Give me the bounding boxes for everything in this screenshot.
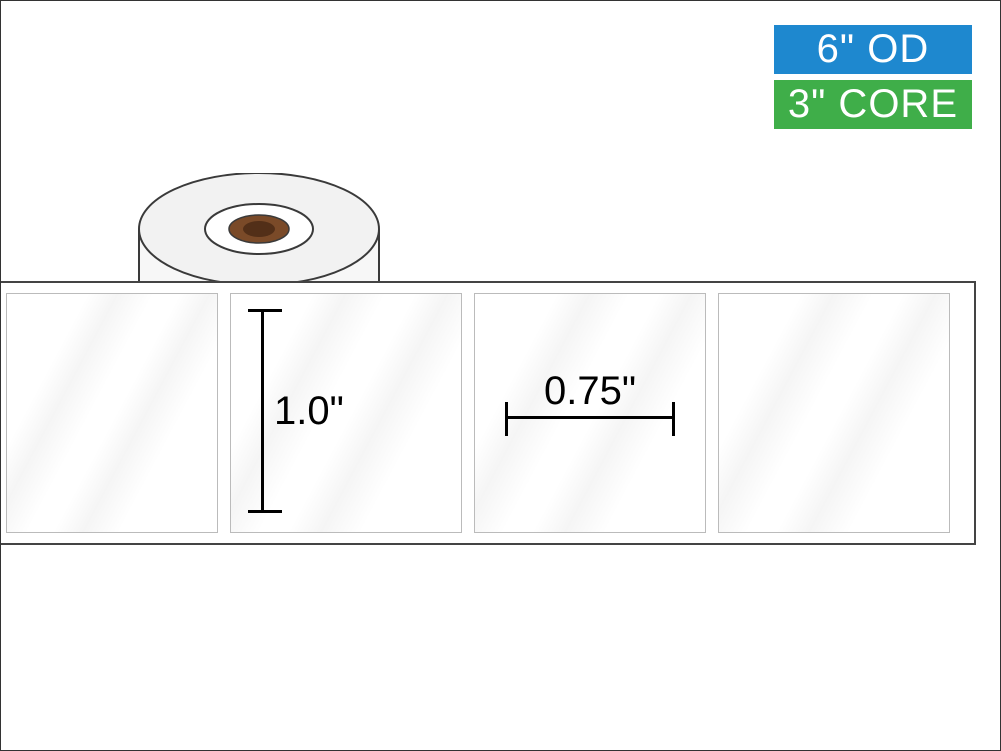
label-4 (718, 293, 950, 533)
dimension-height: 1.0" (261, 309, 344, 513)
badge-od: 6" OD (774, 25, 972, 74)
label-strip (0, 281, 976, 545)
label-1 (6, 293, 218, 533)
dimension-height-bar (261, 309, 264, 513)
dimension-width-label: 0.75" (544, 369, 636, 414)
badge-core: 3" CORE (774, 80, 972, 129)
dimension-width-bar (505, 416, 675, 419)
spec-badges: 6" OD 3" CORE (774, 25, 972, 129)
dimension-width: 0.75" (505, 369, 675, 419)
diagram-canvas: 6" OD 3" CORE 1.0" 0.75" (0, 0, 1001, 751)
dimension-height-label: 1.0" (274, 389, 344, 434)
